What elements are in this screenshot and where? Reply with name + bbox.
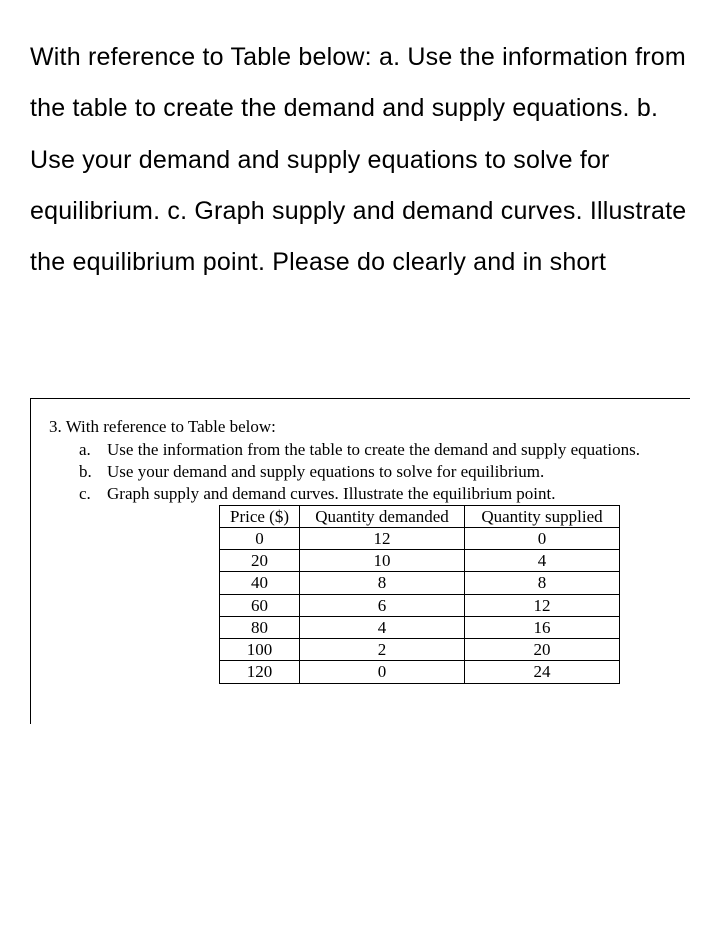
- cell: 100: [220, 639, 300, 661]
- table-row: 60 6 12: [220, 594, 620, 616]
- cell: 24: [465, 661, 620, 683]
- table-row: 80 4 16: [220, 616, 620, 638]
- col-header-qs: Quantity supplied: [465, 505, 620, 527]
- cell: 20: [465, 639, 620, 661]
- list-marker: b.: [79, 461, 107, 483]
- data-table-wrap: Price ($) Quantity demanded Quantity sup…: [219, 505, 670, 684]
- problem-box: 3. With reference to Table below: a. Use…: [30, 398, 690, 723]
- list-item: c. Graph supply and demand curves. Illus…: [79, 483, 670, 505]
- cell: 20: [220, 550, 300, 572]
- cell: 10: [300, 550, 465, 572]
- cell: 0: [220, 527, 300, 549]
- list-item: a. Use the information from the table to…: [79, 439, 670, 461]
- cell: 2: [300, 639, 465, 661]
- cell: 120: [220, 661, 300, 683]
- cell: 40: [220, 572, 300, 594]
- cell: 12: [465, 594, 620, 616]
- list-text: Use your demand and supply equations to …: [107, 461, 544, 483]
- cell: 60: [220, 594, 300, 616]
- question-text: With reference to Table below: a. Use th…: [30, 32, 690, 288]
- problem-sublist: a. Use the information from the table to…: [79, 439, 670, 505]
- table-body: 0 12 0 20 10 4 40 8 8 60: [220, 527, 620, 683]
- list-marker: c.: [79, 483, 107, 505]
- table-row: 0 12 0: [220, 527, 620, 549]
- cell: 4: [465, 550, 620, 572]
- table-header-row: Price ($) Quantity demanded Quantity sup…: [220, 505, 620, 527]
- list-marker: a.: [79, 439, 107, 461]
- cell: 80: [220, 616, 300, 638]
- cell: 4: [300, 616, 465, 638]
- page: With reference to Table below: a. Use th…: [0, 0, 720, 754]
- cell: 16: [465, 616, 620, 638]
- data-table: Price ($) Quantity demanded Quantity sup…: [219, 505, 620, 684]
- table-row: 20 10 4: [220, 550, 620, 572]
- list-text: Use the information from the table to cr…: [107, 439, 640, 461]
- problem-intro: 3. With reference to Table below:: [49, 417, 670, 437]
- cell: 8: [465, 572, 620, 594]
- table-row: 40 8 8: [220, 572, 620, 594]
- col-header-price: Price ($): [220, 505, 300, 527]
- cell: 12: [300, 527, 465, 549]
- list-text: Graph supply and demand curves. Illustra…: [107, 483, 556, 505]
- list-item: b. Use your demand and supply equations …: [79, 461, 670, 483]
- cell: 0: [300, 661, 465, 683]
- table-row: 100 2 20: [220, 639, 620, 661]
- cell: 6: [300, 594, 465, 616]
- col-header-qd: Quantity demanded: [300, 505, 465, 527]
- cell: 0: [465, 527, 620, 549]
- cell: 8: [300, 572, 465, 594]
- table-row: 120 0 24: [220, 661, 620, 683]
